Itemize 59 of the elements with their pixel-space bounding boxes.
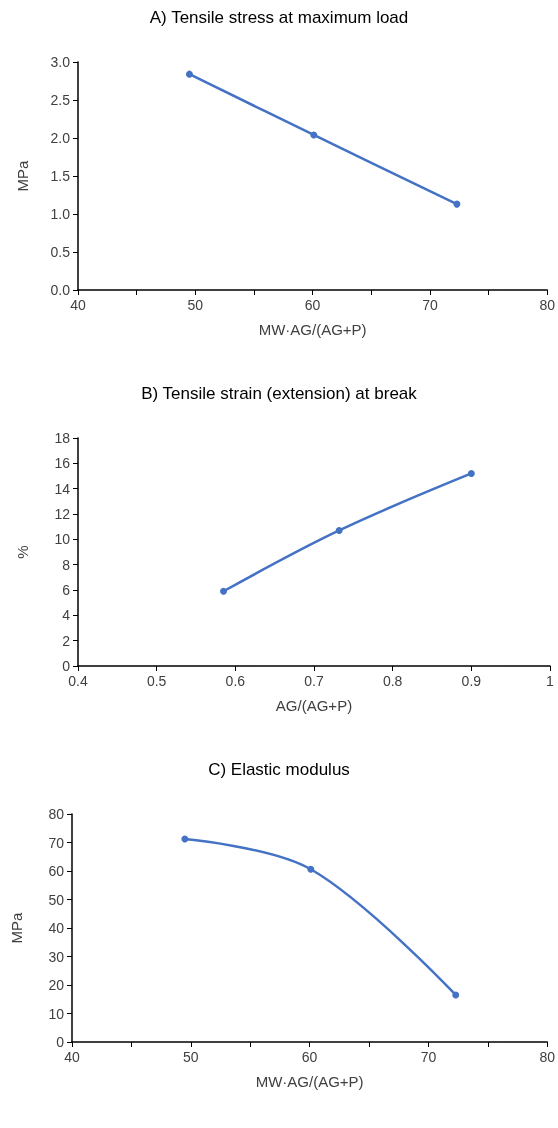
x-tick-label: 50 <box>187 297 204 313</box>
x-tick-label: 0.4 <box>68 673 88 689</box>
point <box>310 131 318 139</box>
y-tick-label: 18 <box>54 430 71 446</box>
chart-title: B) Tensile strain (extension) at break <box>141 384 418 403</box>
y-tick-label: 8 <box>62 556 71 573</box>
x-tick-label: 0.7 <box>304 673 324 689</box>
y-tick-label: 60 <box>48 863 65 879</box>
y-tick-label: 6 <box>62 582 71 598</box>
y-axis-title: % <box>14 545 31 559</box>
x-tick-label: 60 <box>304 297 321 313</box>
y-tick-label: 16 <box>54 455 71 472</box>
y-tick-label: 14 <box>54 480 71 497</box>
y-tick-label: 30 <box>48 948 65 965</box>
y-tick-label: 50 <box>48 891 65 908</box>
x-axis-title: MW·AG/(AG+P) <box>255 1073 364 1090</box>
x-tick-label: 0.5 <box>146 673 167 689</box>
point <box>181 835 189 843</box>
y-tick-label: 0.0 <box>50 282 71 298</box>
y-tick-label: 1.5 <box>50 168 71 184</box>
x-tick-label: 60 <box>301 1049 318 1065</box>
y-tick-label: 2.5 <box>50 92 71 108</box>
x-tick-label: 80 <box>539 297 556 313</box>
x-tick-label: 1 <box>546 673 555 689</box>
x-tick-label: 50 <box>183 1049 199 1065</box>
x-tick-label: 0.6 <box>225 673 246 689</box>
x-tick-label: 70 <box>420 1049 437 1065</box>
chart-title: A) Tensile stress at maximum load <box>149 8 409 27</box>
x-tick-label: 80 <box>539 1049 556 1065</box>
y-tick-label: 0.5 <box>50 244 71 260</box>
y-tick-label: 2.0 <box>50 130 71 146</box>
point <box>335 526 343 534</box>
y-tick-label: 40 <box>48 920 65 936</box>
y-tick-label: 10 <box>48 1005 65 1022</box>
y-tick-label: 12 <box>54 506 71 522</box>
y-tick-label: 0 <box>62 658 71 674</box>
y-tick-label: 2 <box>62 632 71 649</box>
y-tick-label: 0 <box>56 1034 65 1050</box>
x-axis-title: AG/(AG+P) <box>275 697 353 714</box>
point <box>452 991 460 999</box>
y-axis-title: MPa <box>14 159 31 192</box>
x-tick-label: 70 <box>422 297 438 313</box>
x-axis-title: MW·AG/(AG+P) <box>258 321 367 338</box>
point <box>185 70 193 78</box>
point <box>220 587 228 595</box>
point <box>307 865 315 873</box>
point <box>467 469 475 477</box>
y-tick-label: 20 <box>48 977 65 993</box>
y-tick-label: 10 <box>54 531 71 548</box>
chart-title: C) Elastic modulus <box>208 760 350 779</box>
y-tick-label: 1.0 <box>50 206 71 222</box>
point <box>453 200 461 208</box>
y-axis-title: MPa <box>8 911 25 944</box>
y-tick-label: 3.0 <box>50 54 71 70</box>
x-tick-label: 0.9 <box>461 673 482 689</box>
x-tick-label: 0.8 <box>382 673 403 689</box>
y-tick-label: 4 <box>62 607 71 624</box>
y-tick-label: 80 <box>48 806 65 822</box>
y-tick-label: 70 <box>48 834 65 851</box>
